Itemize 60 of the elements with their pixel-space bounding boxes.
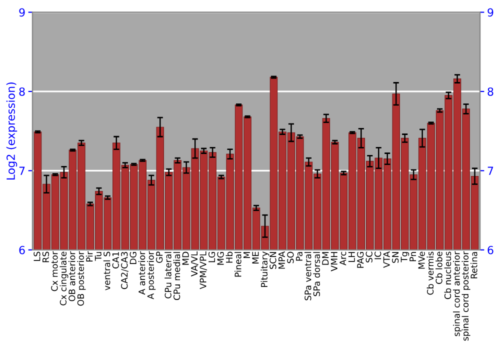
- x-tick-label: Cx cingulate: [60, 252, 68, 306]
- x-tick-label: MD: [182, 252, 189, 265]
- x-tick-label: Pir: [86, 251, 93, 262]
- x-tick-label: Pa: [296, 252, 302, 261]
- x-tick-label: Tg: [400, 252, 410, 262]
- x-tick-label: Cb nucleus: [444, 252, 452, 300]
- y2-tick-label: 8: [488, 87, 494, 96]
- x-tick-label: Tu: [94, 252, 102, 261]
- y2-tick-label: 7: [488, 166, 494, 175]
- x-tick-label: OB anterior: [68, 251, 76, 302]
- x-tick-label: Pn: [410, 252, 416, 262]
- x-tick-label: Cb lobe: [436, 252, 442, 284]
- x-tick-label: CPu lateral: [164, 252, 172, 298]
- x-tick-label: Arc: [340, 252, 346, 266]
- x-tick-label: Retina: [470, 252, 478, 278]
- y-tick-label: 8: [19, 87, 25, 96]
- x-tick-label: LG: [208, 252, 216, 262]
- x-tick-label: spinal cord posterior: [462, 251, 470, 341]
- x-tick-label: Pineal: [234, 252, 242, 277]
- x-tick-label: CA1: [112, 252, 119, 268]
- x-tick-label: Cb vermis: [426, 252, 434, 295]
- x-tick-label: CA2/CA3: [121, 252, 128, 290]
- x-tick-label: VTA: [383, 251, 390, 268]
- x-tick-label: spinal cord anterior: [453, 251, 462, 336]
- y-axis-title: Log2 (expression): [6, 82, 18, 180]
- x-tick-label: ventral S: [103, 252, 110, 290]
- x-tick-label: VPM/VPL: [200, 251, 208, 290]
- x-tick-label: VA/VL: [191, 251, 198, 276]
- x-tick-label: SCN: [270, 252, 276, 269]
- x-tick-label: ME: [252, 252, 259, 264]
- x-tick-label: IC: [374, 252, 382, 260]
- y2-tick-label: 9: [488, 8, 494, 17]
- y-tick-label: 7: [19, 166, 25, 175]
- x-tick-label: RS: [42, 252, 50, 262]
- x-tick-label: SPa ventral: [304, 252, 312, 300]
- x-tick-label: CPu medial: [173, 252, 180, 300]
- y2-tick-label: 6: [488, 246, 494, 254]
- x-tick-label: DM: [322, 252, 329, 265]
- x-tick-label: A anterior: [138, 251, 146, 295]
- y-tick-label: 6: [19, 246, 25, 254]
- x-tick-label: SPa dorsal: [313, 252, 320, 296]
- x-tick-label: LS: [34, 252, 40, 261]
- x-tick-label: SO: [287, 252, 294, 264]
- x-tick-label: Cx motor: [51, 251, 58, 292]
- x-tick-label: SC: [366, 252, 372, 262]
- x-tick-label: M: [244, 252, 250, 258]
- x-tick-label: MVe: [418, 252, 425, 269]
- x-tick-label: MG: [217, 252, 224, 265]
- x-tick-label: DG: [130, 252, 136, 264]
- y-tick-label: 9: [19, 8, 25, 17]
- x-tick-label: GP: [156, 252, 163, 263]
- x-tick-label: MPA: [278, 251, 285, 269]
- x-tick-label: PAG: [357, 252, 364, 268]
- x-tick-label: LH: [348, 252, 355, 262]
- x-tick-label: OB posterior: [77, 251, 86, 306]
- x-tick-label: Hb: [226, 252, 233, 263]
- x-tick-label: VMH: [330, 252, 338, 272]
- x-tick-label: A posterior: [147, 251, 156, 300]
- x-tick-label: Pituitary: [260, 252, 270, 287]
- x-tick-label: SN: [392, 252, 399, 263]
